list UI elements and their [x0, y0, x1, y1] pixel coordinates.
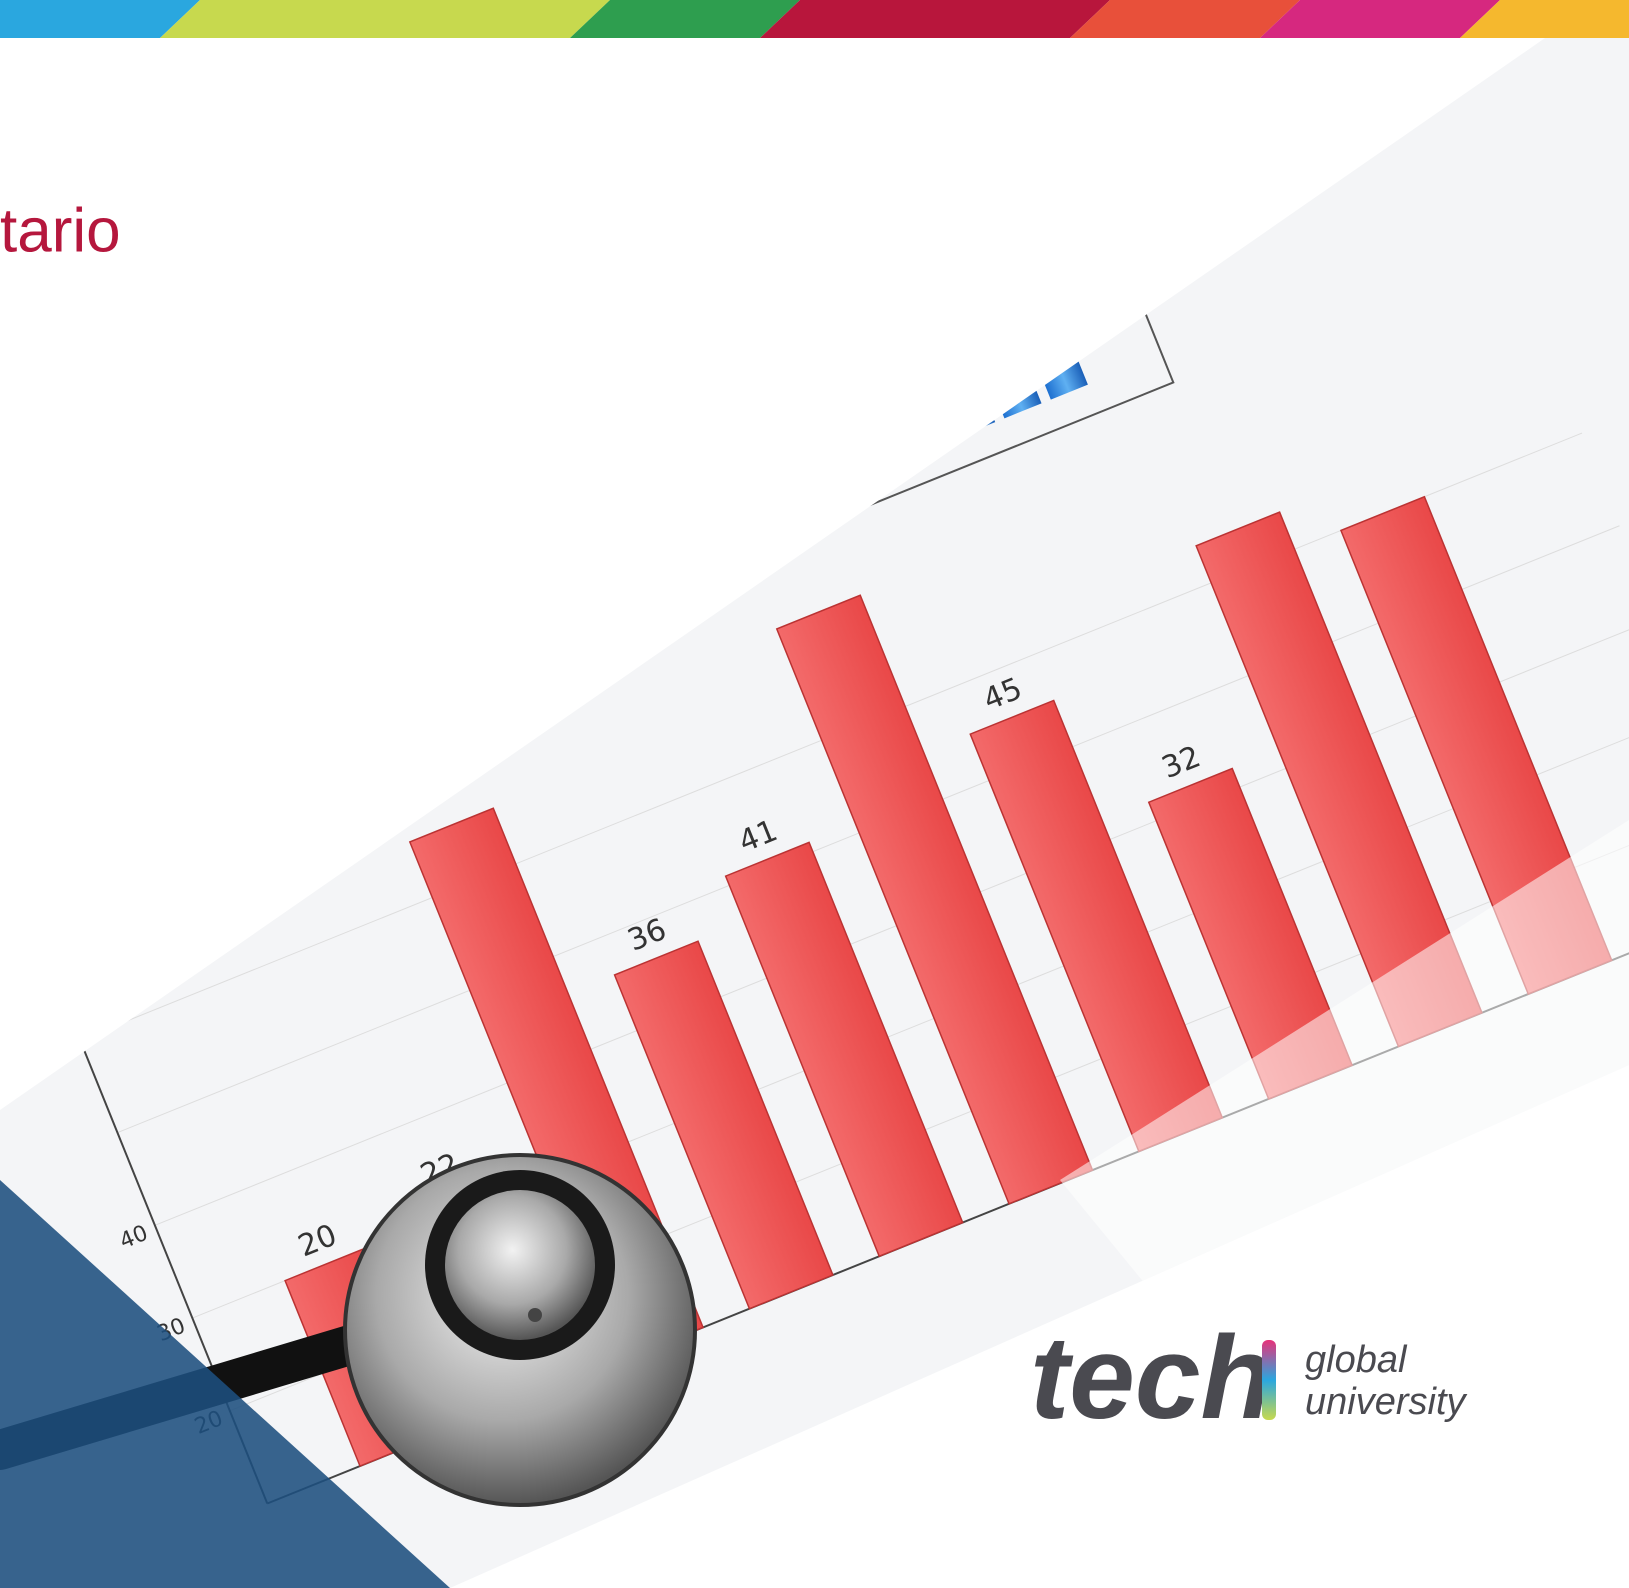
- logo-accent: [1262, 1340, 1276, 1420]
- title: tario: [0, 196, 121, 265]
- logo-tagline: university: [1305, 1381, 1467, 1423]
- logo: tech global university: [1030, 1312, 1467, 1444]
- logo-wordmark: tech: [1030, 1312, 1273, 1444]
- top-stripe: [0, 0, 1629, 38]
- logo-tagline: global: [1305, 1339, 1408, 1381]
- red-bars: [284, 495, 1613, 1468]
